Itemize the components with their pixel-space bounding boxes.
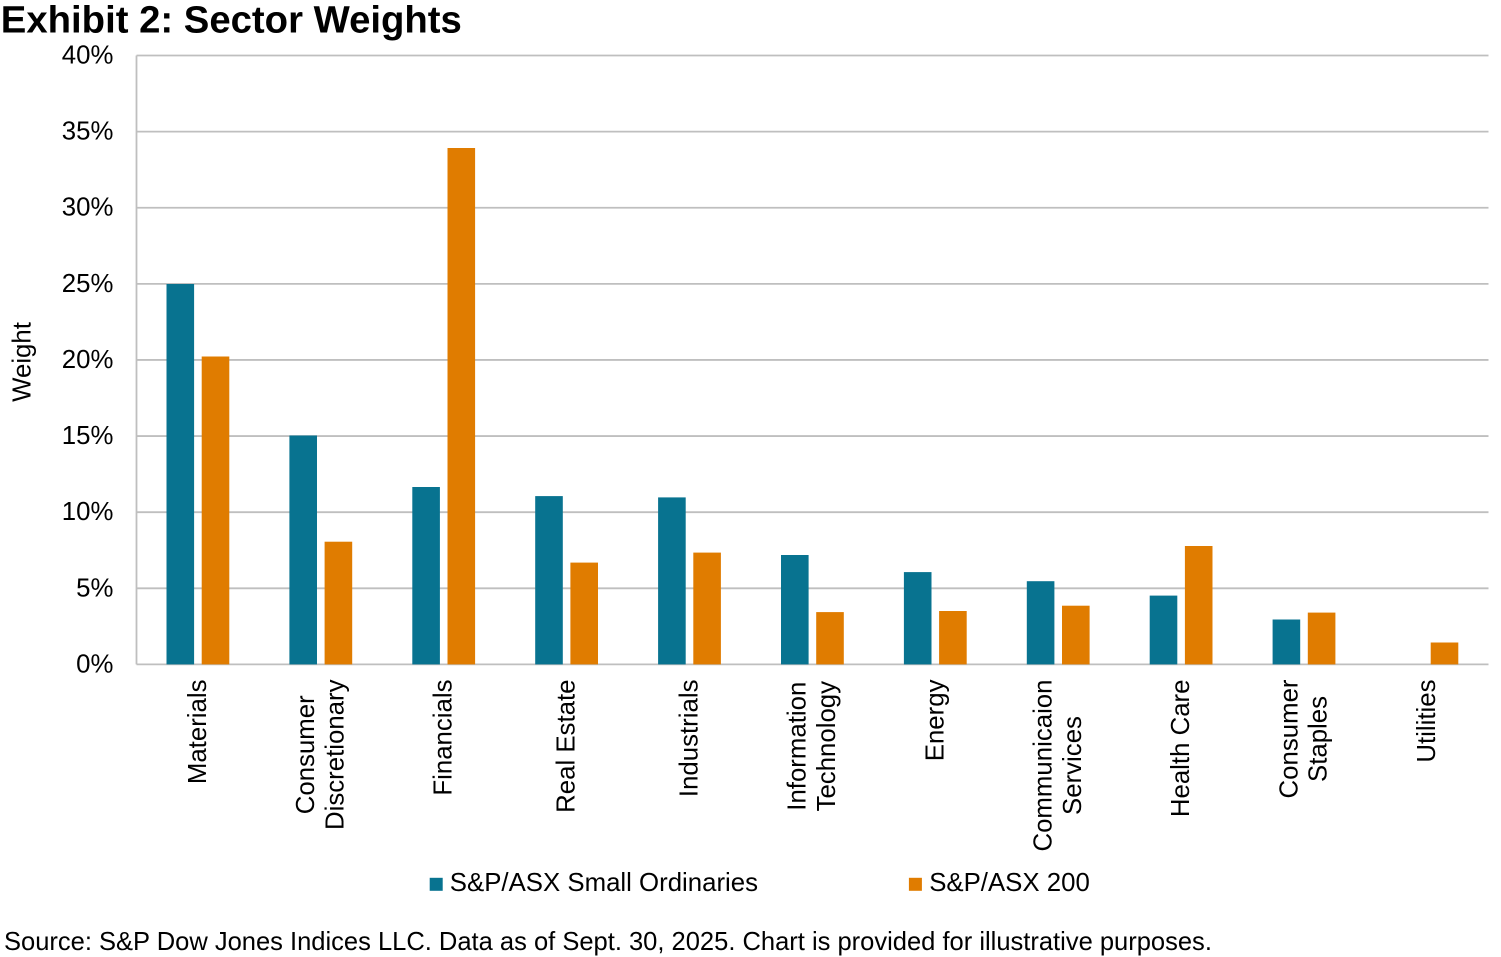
svg-text:Consumer: Consumer xyxy=(292,695,320,814)
svg-text:Utilities: Utilities xyxy=(1413,679,1441,762)
svg-text:5%: 5% xyxy=(76,574,113,602)
svg-text:Real Estate: Real Estate xyxy=(553,680,581,813)
svg-text:Industrials: Industrials xyxy=(676,680,704,798)
svg-text:Weight: Weight xyxy=(8,322,36,402)
svg-text:30%: 30% xyxy=(62,194,114,222)
svg-text:Source: S&P Dow Jones Indices: Source: S&P Dow Jones Indices LLC. Data … xyxy=(4,928,1212,956)
svg-text:Technology: Technology xyxy=(813,681,841,812)
svg-text:Energy: Energy xyxy=(921,679,949,761)
svg-text:Services: Services xyxy=(1059,716,1087,815)
svg-text:Exhibit 2: Sector Weights: Exhibit 2: Sector Weights xyxy=(1,0,462,42)
svg-text:Information: Information xyxy=(784,682,812,811)
svg-text:Communicaion: Communicaion xyxy=(1030,679,1058,851)
svg-text:35%: 35% xyxy=(62,118,114,146)
svg-text:25%: 25% xyxy=(62,270,114,298)
svg-text:Consumer: Consumer xyxy=(1275,679,1303,798)
svg-text:Financials: Financials xyxy=(430,679,458,795)
svg-text:20%: 20% xyxy=(62,346,114,374)
svg-text:15%: 15% xyxy=(62,422,114,450)
svg-text:Materials: Materials xyxy=(184,679,212,784)
svg-text:40%: 40% xyxy=(62,42,114,70)
svg-text:10%: 10% xyxy=(62,498,114,526)
svg-text:Staples: Staples xyxy=(1305,696,1333,782)
svg-text:S&P/ASX Small Ordinaries: S&P/ASX Small Ordinaries xyxy=(450,869,758,897)
svg-text:0%: 0% xyxy=(76,650,113,678)
svg-text:S&P/ASX 200: S&P/ASX 200 xyxy=(929,869,1090,897)
svg-text:Discretionary: Discretionary xyxy=(322,679,350,830)
svg-text:Health Care: Health Care xyxy=(1167,679,1195,817)
